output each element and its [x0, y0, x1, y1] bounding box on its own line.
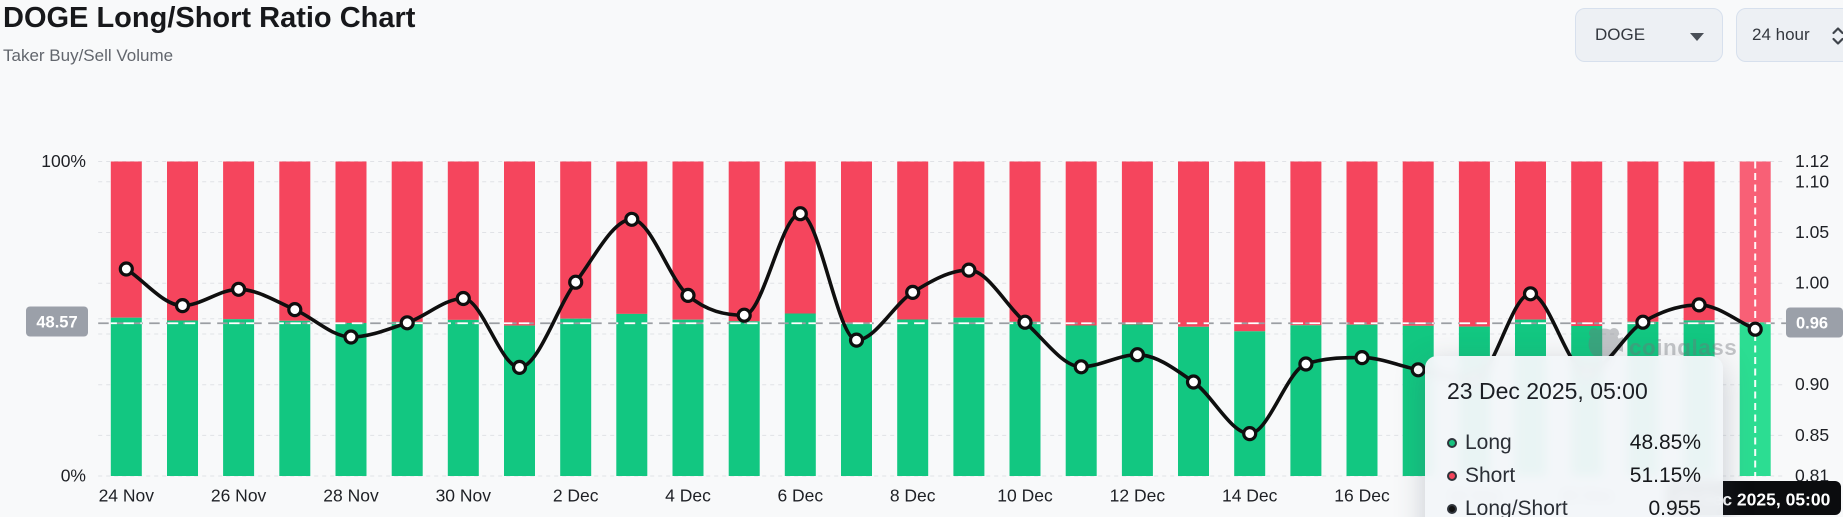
svg-text:0.85: 0.85 [1795, 425, 1829, 445]
svg-text:0.81: 0.81 [1795, 466, 1829, 486]
svg-text:16 Dec: 16 Dec [1334, 486, 1390, 506]
svg-text:1.10: 1.10 [1795, 171, 1829, 191]
svg-text:1.05: 1.05 [1795, 222, 1829, 242]
svg-text:1.00: 1.00 [1795, 273, 1829, 293]
svg-text:30 Nov: 30 Nov [436, 486, 492, 506]
svg-text:0%: 0% [61, 466, 86, 486]
svg-text:0.90: 0.90 [1795, 374, 1829, 394]
svg-text:48.57: 48.57 [36, 314, 77, 332]
svg-text:6 Dec: 6 Dec [777, 486, 823, 506]
svg-text:8 Dec: 8 Dec [890, 486, 936, 506]
svg-text:12 Dec: 12 Dec [1110, 486, 1166, 506]
svg-text:24 Nov: 24 Nov [99, 486, 155, 506]
svg-text:28 Nov: 28 Nov [323, 486, 379, 506]
svg-text:1.12: 1.12 [1795, 151, 1829, 171]
svg-text:26 Nov: 26 Nov [211, 486, 267, 506]
svg-text:14 Dec: 14 Dec [1222, 486, 1278, 506]
svg-text:10 Dec: 10 Dec [997, 486, 1053, 506]
svg-text:4 Dec: 4 Dec [665, 486, 711, 506]
svg-text:100%: 100% [41, 151, 86, 171]
svg-text:coinglass: coinglass [1629, 335, 1737, 360]
svg-text:0.96: 0.96 [1796, 315, 1828, 333]
svg-text:2 Dec: 2 Dec [553, 486, 599, 506]
